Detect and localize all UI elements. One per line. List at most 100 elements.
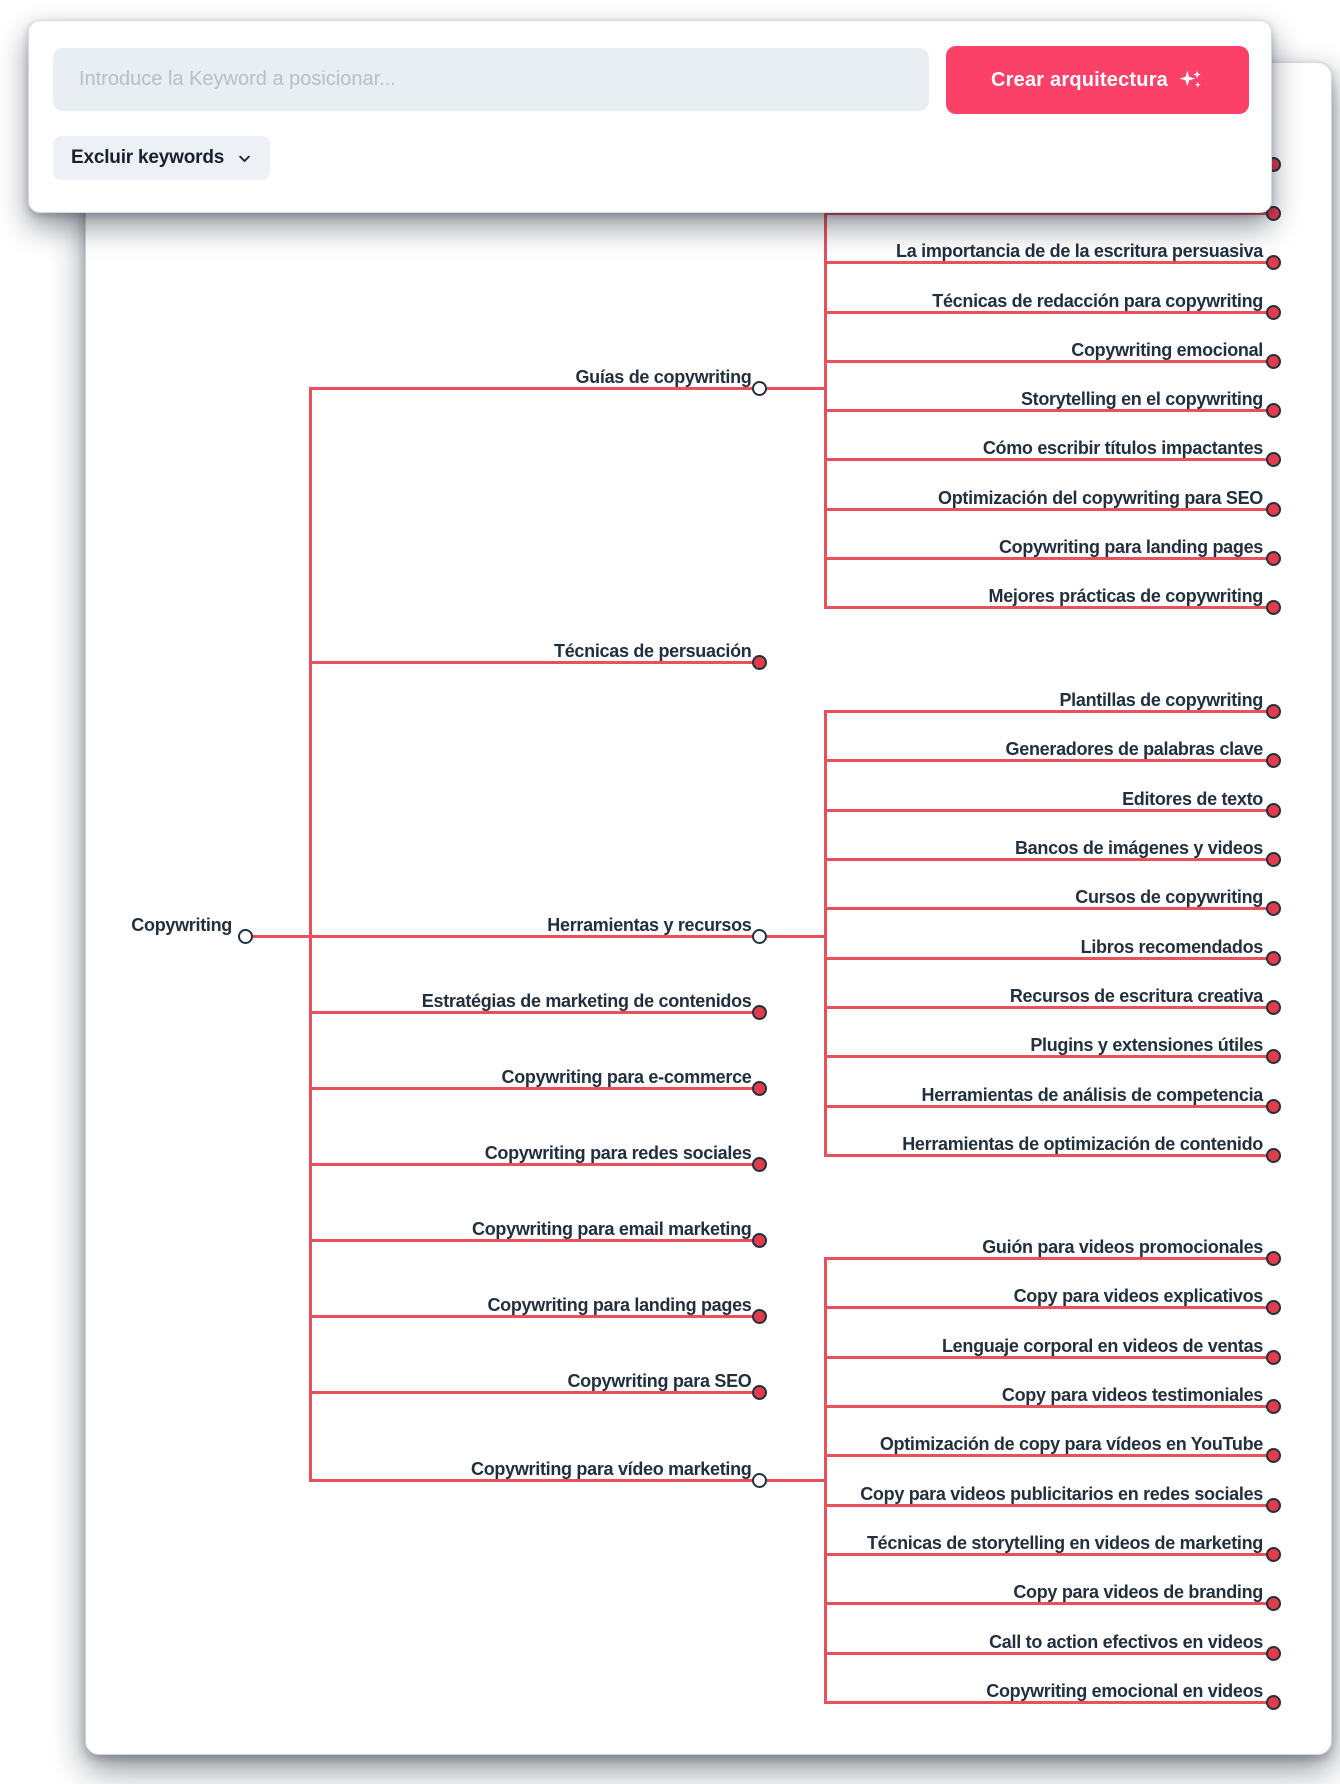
leaf-node-label[interactable]: Cómo escribir títulos impactantes bbox=[982, 438, 1263, 458]
exclude-keywords-dropdown[interactable]: Excluir keywords bbox=[53, 136, 271, 180]
leaf-node-label[interactable]: Técnicas de storytelling en videos de ma… bbox=[866, 1533, 1263, 1553]
leaf-node-dot[interactable] bbox=[1265, 254, 1281, 270]
leaf-node-dot[interactable] bbox=[1265, 1595, 1281, 1611]
branch-node-label[interactable]: Copywriting para e-commerce bbox=[501, 1067, 752, 1087]
leaf-line bbox=[825, 310, 1273, 314]
leaf-node-label[interactable]: Mejores prácticas de copywriting bbox=[988, 586, 1264, 606]
leaf-node-label[interactable]: Storytelling en el copywriting bbox=[1020, 389, 1263, 409]
branch-node-dot[interactable] bbox=[752, 1384, 767, 1400]
leaf-line bbox=[825, 906, 1273, 910]
leaf-node-dot[interactable] bbox=[1265, 1349, 1281, 1365]
leaf-node-dot[interactable] bbox=[1265, 1694, 1281, 1710]
branch-node-label[interactable]: Guías de copywriting bbox=[575, 367, 752, 387]
leaf-node-dot[interactable] bbox=[1265, 703, 1281, 719]
leaf-node-label[interactable]: Herramientas de optimización de contenid… bbox=[902, 1134, 1263, 1154]
leaf-node-dot[interactable] bbox=[1265, 1447, 1281, 1463]
branch-node-dot[interactable] bbox=[752, 1232, 767, 1248]
leaf-node-dot[interactable] bbox=[1265, 1250, 1281, 1266]
keyword-top-panel: Crear arquitectura Excluir keywords bbox=[28, 20, 1272, 213]
leaf-node-label[interactable]: Lenguaje corporal en videos de ventas bbox=[941, 1336, 1263, 1356]
elbow-line bbox=[823, 1256, 827, 1704]
leaf-node-label[interactable]: La importancia de de la escritura persua… bbox=[896, 241, 1263, 261]
branch-node-dot[interactable] bbox=[752, 1080, 767, 1096]
branch-node-dot[interactable] bbox=[752, 1308, 767, 1324]
branch-node-label[interactable]: Estratégias de marketing de contenidos bbox=[421, 991, 752, 1011]
leaf-node-label[interactable]: Copy para videos de branding bbox=[1013, 1582, 1263, 1602]
leaf-node-label[interactable]: Cursos de copywriting bbox=[1075, 887, 1263, 907]
keyword-input[interactable] bbox=[53, 48, 929, 111]
leaf-node-label[interactable]: Guión para videos promocionales bbox=[982, 1237, 1263, 1257]
branch-node-circle[interactable] bbox=[752, 380, 767, 396]
branch-node-label[interactable]: Copywriting para SEO bbox=[567, 1371, 752, 1391]
leaf-node-dot[interactable] bbox=[1265, 599, 1281, 615]
leaf-line bbox=[825, 507, 1273, 511]
parent-connector-line bbox=[766, 934, 825, 938]
root-node-label[interactable]: Copywriting bbox=[131, 915, 232, 935]
leaf-node-dot[interactable] bbox=[1265, 1299, 1281, 1315]
leaf-line bbox=[825, 956, 1273, 960]
leaf-node-dot[interactable] bbox=[1265, 1398, 1281, 1414]
leaf-line bbox=[825, 808, 1273, 812]
root-node-circle[interactable] bbox=[237, 928, 253, 944]
branch-node-label[interactable]: Copywriting para email marketing bbox=[472, 1219, 752, 1239]
leaf-node-label[interactable]: Técnicas de redacción para copywriting bbox=[932, 291, 1263, 311]
create-architecture-button[interactable]: Crear arquitectura bbox=[946, 46, 1249, 114]
leaf-node-dot[interactable] bbox=[1265, 1147, 1281, 1163]
leaf-node-dot[interactable] bbox=[1265, 550, 1281, 566]
leaf-node-dot[interactable] bbox=[1265, 1048, 1281, 1064]
sparkles-icon bbox=[1178, 67, 1204, 93]
leaf-node-label[interactable]: Copywriting emocional bbox=[1071, 340, 1263, 360]
leaf-node-dot[interactable] bbox=[1265, 1497, 1281, 1513]
leaf-line bbox=[825, 857, 1273, 861]
leaf-node-dot[interactable] bbox=[1265, 752, 1281, 768]
leaf-node-dot[interactable] bbox=[1265, 900, 1281, 916]
leaf-node-label[interactable]: Optimización de copy para vídeos en YouT… bbox=[879, 1434, 1263, 1454]
leaf-node-dot[interactable] bbox=[1265, 851, 1281, 867]
leaf-node-label[interactable]: Copy para videos testimoniales bbox=[1001, 1385, 1263, 1405]
leaf-node-dot[interactable] bbox=[1265, 1645, 1281, 1661]
leaf-node-dot[interactable] bbox=[1265, 1098, 1281, 1114]
leaf-node-dot[interactable] bbox=[1265, 501, 1281, 517]
leaf-line bbox=[825, 1153, 1273, 1157]
leaf-node-label[interactable]: Copywriting para landing pages bbox=[998, 537, 1263, 557]
leaf-node-dot[interactable] bbox=[1265, 802, 1281, 818]
branch-node-label[interactable]: Copywriting para redes sociales bbox=[484, 1143, 752, 1163]
leaf-node-label[interactable]: Plugins y extensiones útiles bbox=[1030, 1035, 1263, 1055]
leaf-node-label[interactable]: Libros recomendados bbox=[1080, 937, 1264, 957]
branch-node-label[interactable]: Copywriting para vídeo marketing bbox=[471, 1459, 752, 1479]
leaf-node-label[interactable]: Recursos de escritura creativa bbox=[1009, 986, 1263, 1006]
branch-node-label[interactable]: Herramientas y recursos bbox=[547, 915, 752, 935]
leaf-node-dot[interactable] bbox=[1265, 1546, 1281, 1562]
branch-node-circle[interactable] bbox=[752, 1472, 767, 1488]
leaf-node-dot[interactable] bbox=[1265, 353, 1281, 369]
leaf-line bbox=[825, 556, 1273, 560]
leaf-node-dot[interactable] bbox=[1265, 402, 1281, 418]
leaf-node-label[interactable]: Optimización del copywriting para SEO bbox=[938, 488, 1263, 508]
branch-node-label[interactable]: Técnicas de persuación bbox=[554, 641, 752, 661]
branch-node-dot[interactable] bbox=[752, 654, 767, 670]
leaf-node-dot[interactable] bbox=[1265, 205, 1281, 221]
leaf-node-dot[interactable] bbox=[1265, 999, 1281, 1015]
leaf-node-label[interactable]: Herramientas de análisis de competencia bbox=[921, 1085, 1264, 1105]
leaf-node-label[interactable]: Generadores de palabras clave bbox=[1005, 739, 1264, 759]
branch-node-dot[interactable] bbox=[752, 1156, 767, 1172]
leaf-node-label[interactable]: Bancos de imágenes y videos bbox=[1014, 838, 1263, 858]
leaf-node-dot[interactable] bbox=[1265, 304, 1281, 320]
leaf-line bbox=[825, 1355, 1273, 1359]
leaf-node-label[interactable]: Plantillas de copywriting bbox=[1059, 690, 1263, 710]
leaf-line bbox=[825, 1700, 1273, 1704]
branch-node-circle[interactable] bbox=[752, 928, 767, 944]
trunk-line bbox=[308, 386, 312, 1482]
leaf-node-dot[interactable] bbox=[1265, 950, 1281, 966]
branch-node-label[interactable]: Copywriting para landing pages bbox=[487, 1295, 752, 1315]
leaf-node-dot[interactable] bbox=[1265, 451, 1281, 467]
branch-node-dot[interactable] bbox=[752, 1004, 767, 1020]
leaf-node-label[interactable]: Call to action efectivos en videos bbox=[989, 1632, 1263, 1652]
parent-connector-line bbox=[766, 1478, 825, 1482]
leaf-node-label[interactable]: Copywriting emocional en videos bbox=[986, 1681, 1263, 1701]
leaf-node-label[interactable]: Editores de texto bbox=[1122, 789, 1263, 809]
leaf-node-label[interactable]: Copy para videos explicativos bbox=[1013, 1286, 1264, 1306]
leaf-line bbox=[825, 1453, 1273, 1457]
leaf-node-label[interactable]: Copy para videos publicitarios en redes … bbox=[860, 1484, 1263, 1504]
